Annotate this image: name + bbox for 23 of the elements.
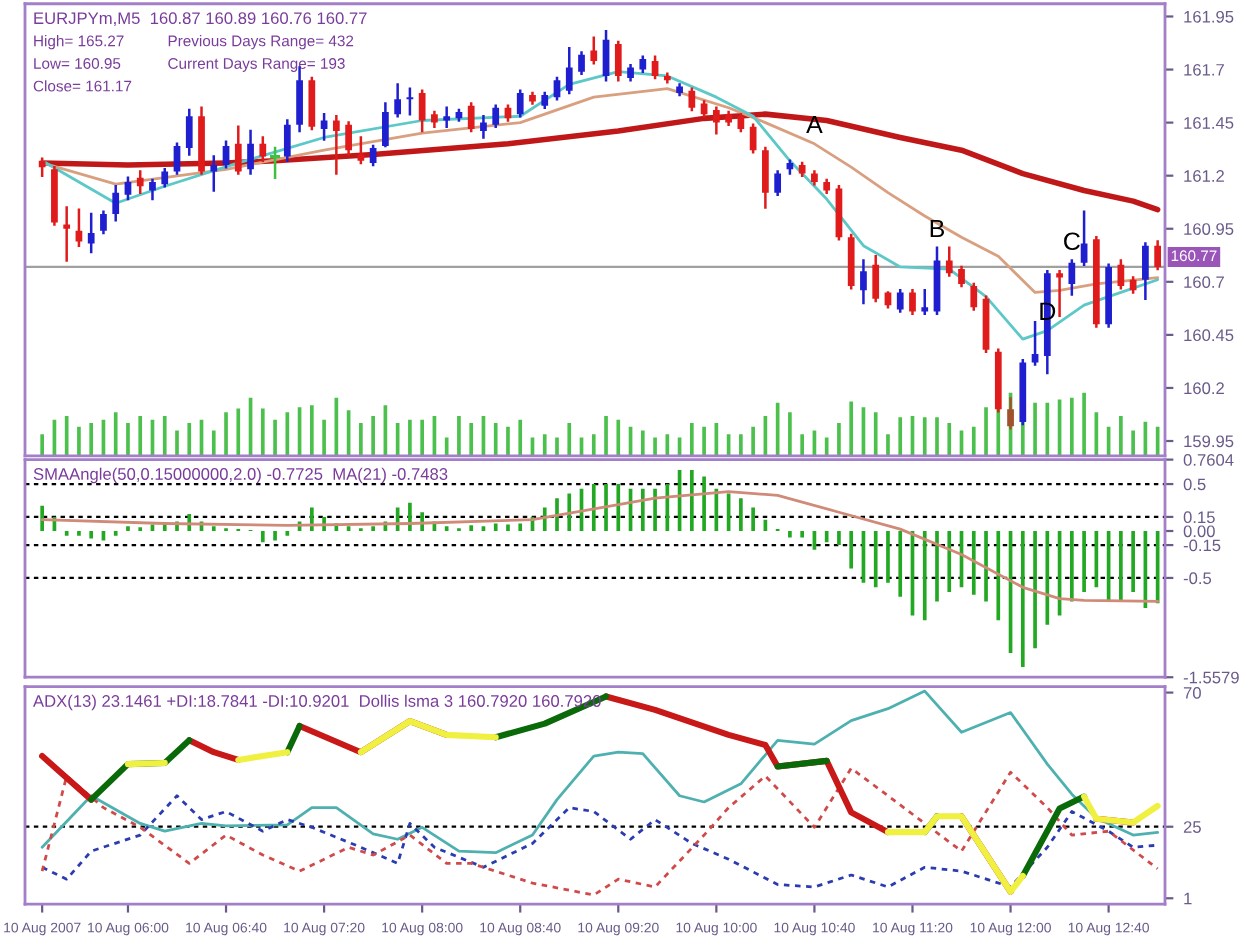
y-tick-label: 0.7604	[1183, 454, 1234, 466]
y-tick-label: 160.95	[1184, 223, 1234, 235]
annotation: C	[1064, 232, 1080, 251]
chart-title: EURJPYm,M5 160.87 160.89 160.76 160.77	[34, 12, 367, 27]
chart-title: SMAAngle(50,0.15000000,2.0) -0.7725 MA(21) -0.7483	[33, 467, 448, 484]
y-tick-label: 161.7	[1184, 63, 1224, 76]
y-tick-label: -1.5579	[1183, 671, 1239, 684]
y-tick-label: 161.95	[1184, 10, 1234, 23]
y-tick-label: 160.2	[1184, 382, 1224, 395]
y-tick-label: 160.7	[1184, 276, 1224, 289]
y-tick-label: 0.15	[1183, 511, 1215, 524]
y-tick-label: 0.5	[1183, 478, 1206, 491]
y-tick-label: 0.00	[1183, 525, 1215, 538]
y-tick-label: 159.95	[1184, 435, 1234, 448]
y-tick-label: 161.45	[1184, 117, 1234, 129]
y-tick-label: 161.2	[1184, 170, 1224, 182]
y-tick-label: 1	[1184, 892, 1192, 905]
y-tick-label: 25	[1183, 821, 1201, 833]
y-tick-label: 70	[1183, 686, 1201, 699]
y-tick-label: 160.45	[1184, 329, 1234, 342]
annotation: B	[930, 219, 945, 238]
y-tick-label: -0.15	[1183, 539, 1221, 552]
y-tick-label: -0.5	[1183, 572, 1212, 585]
